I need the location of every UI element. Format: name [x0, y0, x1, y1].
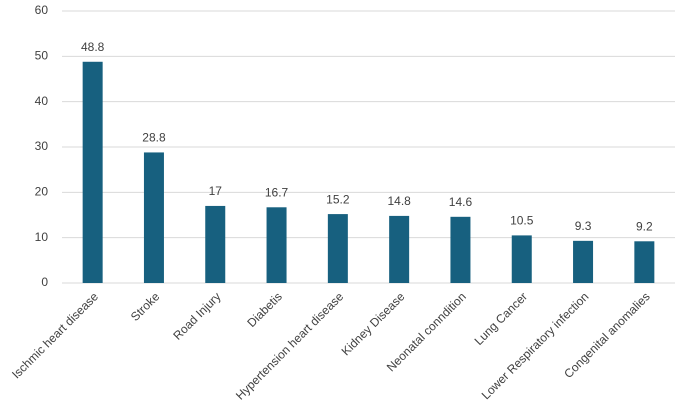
x-tick-label: Kidney Disease	[339, 289, 408, 358]
data-label: 48.8	[81, 40, 105, 54]
y-tick-label: 0	[41, 275, 48, 289]
bar	[205, 205, 226, 283]
data-label: 10.5	[510, 214, 534, 228]
bar	[573, 240, 594, 283]
y-tick-label: 20	[35, 185, 49, 199]
x-tick-label: Road Injury	[170, 289, 223, 342]
data-label: 16.7	[265, 185, 289, 199]
bar	[389, 215, 410, 283]
y-tick-label: 30	[35, 139, 49, 153]
data-label: 14.6	[449, 195, 473, 209]
bar	[266, 207, 287, 283]
bar	[511, 235, 532, 283]
data-label: 9.3	[575, 219, 592, 233]
y-tick-label: 60	[35, 3, 49, 17]
x-tick-label: Stroke	[128, 289, 163, 324]
data-label: 28.8	[142, 131, 166, 145]
bar	[450, 216, 471, 283]
x-tick-label: Lung Cancer	[472, 289, 530, 347]
x-tick-label: Ischmic heart disease	[9, 289, 101, 381]
data-label: 17	[209, 184, 223, 198]
y-tick-label: 40	[35, 94, 49, 108]
x-tick-label: Lower Respiratory infection	[479, 289, 592, 402]
bar	[327, 214, 348, 283]
data-label: 14.8	[387, 194, 411, 208]
x-tick-label: Hypertension heart disease	[233, 289, 346, 402]
data-label: 9.2	[636, 219, 653, 233]
y-tick-label: 50	[35, 49, 49, 63]
bar	[634, 241, 655, 283]
x-tick-label: Diabetis	[244, 289, 285, 330]
y-tick-label: 10	[35, 230, 49, 244]
data-label: 15.2	[326, 192, 350, 206]
bar	[82, 61, 103, 284]
bar	[143, 152, 164, 283]
